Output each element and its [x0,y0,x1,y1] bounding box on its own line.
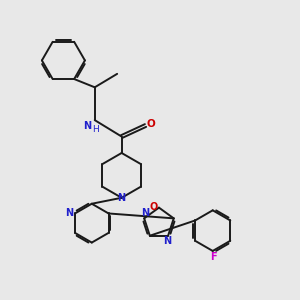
Text: N: N [65,208,74,218]
Text: N: N [141,208,149,218]
Text: O: O [146,119,155,129]
Text: N: N [118,193,126,203]
Text: H: H [92,125,99,134]
Text: F: F [210,253,217,262]
Text: N: N [164,236,172,246]
Text: O: O [149,202,158,212]
Text: N: N [83,121,91,130]
